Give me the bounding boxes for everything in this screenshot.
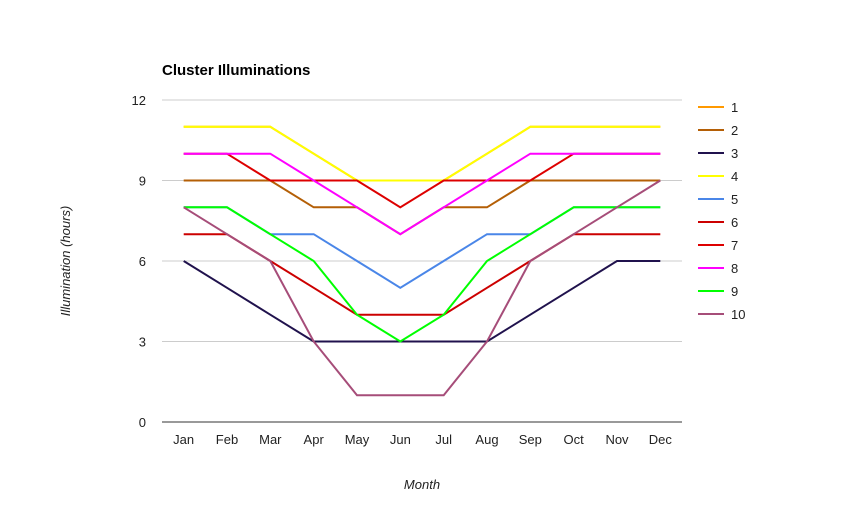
chart-title: Cluster Illuminations xyxy=(162,62,310,79)
x-tick-label: Apr xyxy=(304,432,325,447)
x-tick-label: Feb xyxy=(216,432,238,447)
x-tick-label: Sep xyxy=(519,432,542,447)
y-tick-label: 0 xyxy=(139,415,146,430)
series-lines xyxy=(183,125,661,397)
y-axis-ticks: 0 3 6 9 12 xyxy=(132,93,146,430)
y-tick-label: 6 xyxy=(139,254,146,269)
legend-label: 1 xyxy=(731,100,738,115)
series-line-9 xyxy=(183,206,661,343)
legend-label: 5 xyxy=(731,192,738,207)
legend-label: 3 xyxy=(731,146,738,161)
x-tick-label: Nov xyxy=(605,432,629,447)
x-tick-label: Oct xyxy=(564,432,585,447)
legend-label: 7 xyxy=(731,238,738,253)
x-tick-label: May xyxy=(345,432,370,447)
x-tick-label: Aug xyxy=(475,432,498,447)
legend-label: 9 xyxy=(731,284,738,299)
y-tick-label: 9 xyxy=(139,174,146,189)
x-tick-label: Jul xyxy=(435,432,452,447)
series-line-4 xyxy=(183,125,661,182)
legend-label: 6 xyxy=(731,215,738,230)
legend: 1 2 3 4 5 6 7 8 9 10 xyxy=(698,100,745,322)
series-line-5 xyxy=(183,206,661,289)
x-axis-title: Month xyxy=(404,477,440,492)
y-tick-label: 3 xyxy=(139,335,146,350)
x-tick-label: Jun xyxy=(390,432,411,447)
x-tick-label: Dec xyxy=(649,432,673,447)
series-line-10 xyxy=(183,179,661,397)
y-axis-title: Illumination (hours) xyxy=(58,206,73,317)
legend-label: 2 xyxy=(731,123,738,138)
x-axis-ticks: Jan Feb Mar Apr May Jun Jul Aug Sep Oct Nov Dec xyxy=(173,432,672,447)
legend-label: 4 xyxy=(731,169,738,184)
legend-label: 8 xyxy=(731,261,738,276)
x-tick-label: Jan xyxy=(173,432,194,447)
series-line-3 xyxy=(183,260,661,343)
series-line-8 xyxy=(183,152,661,236)
y-tick-label: 12 xyxy=(132,93,146,108)
x-tick-label: Mar xyxy=(259,432,282,447)
legend-label: 10 xyxy=(731,307,745,322)
